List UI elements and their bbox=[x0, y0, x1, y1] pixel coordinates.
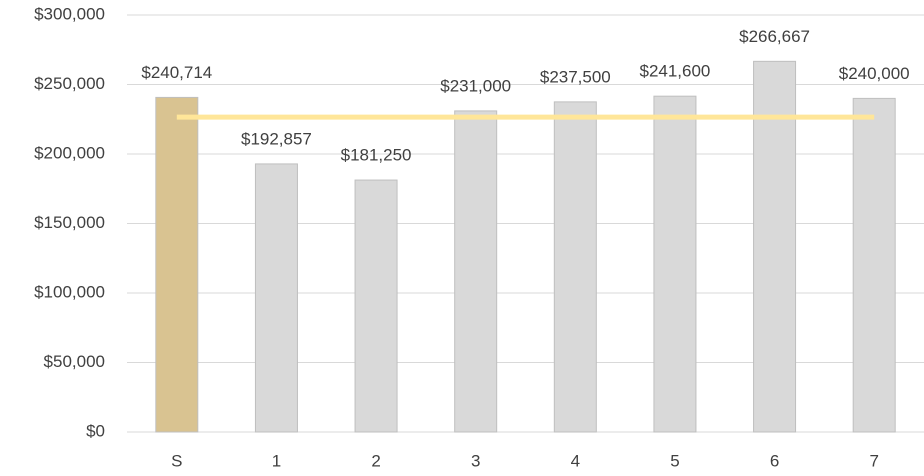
bar bbox=[454, 110, 498, 433]
x-tick-label: 3 bbox=[471, 451, 480, 470]
bar bbox=[653, 95, 697, 433]
data-label: $240,714 bbox=[141, 63, 212, 82]
bar bbox=[155, 96, 199, 433]
y-tick-label: $0 bbox=[86, 421, 105, 440]
bar bbox=[254, 163, 298, 433]
data-label: $231,000 bbox=[440, 76, 511, 95]
x-tick-label: 1 bbox=[272, 451, 281, 470]
y-tick-label: $100,000 bbox=[34, 282, 105, 301]
data-label: $192,857 bbox=[241, 129, 312, 148]
y-tick-label: $250,000 bbox=[34, 74, 105, 93]
x-tick-label: 2 bbox=[371, 451, 380, 470]
x-tick-label: 7 bbox=[869, 451, 878, 470]
x-tick-label: 5 bbox=[670, 451, 679, 470]
bar bbox=[354, 179, 398, 433]
x-tick-label: S bbox=[171, 451, 182, 470]
y-tick-label: $50,000 bbox=[44, 352, 105, 371]
data-label: $181,250 bbox=[341, 146, 412, 165]
x-tick-label: 4 bbox=[571, 451, 580, 470]
y-tick-label: $200,000 bbox=[34, 143, 105, 162]
data-label: $266,667 bbox=[739, 27, 810, 46]
x-tick-label: 6 bbox=[770, 451, 779, 470]
bar bbox=[553, 101, 597, 433]
y-tick-label: $150,000 bbox=[34, 213, 105, 232]
bar bbox=[753, 60, 797, 433]
data-label: $240,000 bbox=[839, 64, 910, 83]
data-label: $237,500 bbox=[540, 67, 611, 86]
y-tick-label: $300,000 bbox=[34, 4, 105, 23]
data-label: $241,600 bbox=[639, 62, 710, 81]
bar bbox=[852, 97, 896, 433]
